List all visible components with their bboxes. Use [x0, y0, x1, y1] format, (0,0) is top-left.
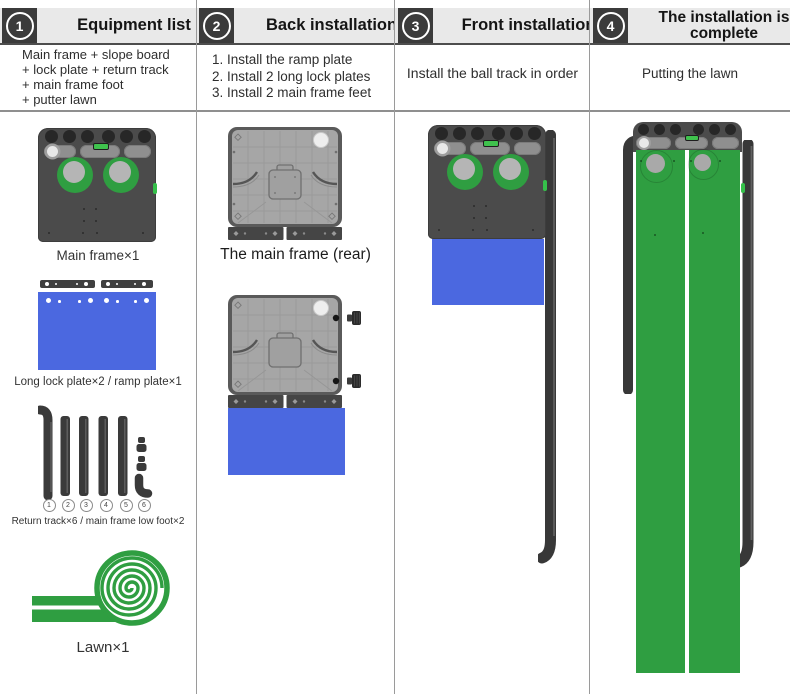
- step2-title: Back installation: [265, 16, 398, 34]
- return-track-illustration: [38, 405, 153, 501]
- ball-holder-hole: [63, 130, 76, 143]
- golf-ball: [437, 143, 448, 154]
- return-track-caption: Return track×6 / main frame low foot×2: [11, 516, 185, 527]
- column-divider-2: [394, 0, 395, 694]
- step3-title: Front installation: [461, 16, 596, 34]
- ball-track-illustration: [538, 130, 556, 564]
- header-divider-line: [0, 43, 790, 45]
- long-lock-plate-2: [101, 280, 153, 288]
- track-side-latch: [741, 183, 745, 193]
- ball-holder-hole: [138, 130, 151, 143]
- step3-number-badge: 3: [398, 8, 433, 43]
- description-divider-line: [0, 110, 790, 112]
- long-lock-plate-1: [40, 280, 95, 288]
- rear-frame-illustration: [228, 127, 342, 240]
- step2-title-bar: Back installation: [196, 8, 431, 43]
- step1-title-bar: Equipment list: [0, 8, 232, 43]
- top-tray-center: [80, 145, 120, 158]
- lawn-center-stripe: [685, 150, 689, 673]
- column-divider-3: [589, 0, 590, 694]
- step2-description: 1. Install the ramp plate 2. Install 2 l…: [212, 52, 372, 100]
- ball-holder-hole: [120, 130, 133, 143]
- right-return-track-installed: [736, 140, 754, 568]
- step4-description: Putting the lawn: [641, 66, 739, 81]
- step4-number: 4: [596, 11, 625, 40]
- ramp-plate-installed: [228, 408, 345, 475]
- lawn-roll-illustration: [32, 550, 170, 626]
- step3-title-bar: Front installation: [395, 8, 626, 43]
- step3-number: 3: [401, 11, 430, 40]
- frame-top-band: [633, 122, 742, 152]
- step1-number: 1: [5, 11, 34, 40]
- rear-frame-with-feet-illustration: [228, 295, 361, 408]
- step1-title: Equipment list: [77, 16, 191, 34]
- step4-number-badge: 4: [593, 8, 628, 43]
- step4-title: The installation is complete: [658, 8, 790, 42]
- putter-lawn-installed: [636, 149, 740, 673]
- step1-description: Main frame + slope board + lock plate + …: [22, 47, 170, 107]
- step2-number: 2: [202, 11, 231, 40]
- top-tray-right: [124, 145, 151, 158]
- ball-holder-hole: [45, 130, 58, 143]
- level-indicator: [483, 140, 499, 147]
- golf-ball: [639, 138, 649, 148]
- lock-plate-caption: Long lock plate×2 / ramp plate×1: [14, 376, 182, 388]
- frame-side-latch: [153, 183, 157, 194]
- main-frame-caption: Main frame×1: [56, 248, 140, 263]
- level-indicator: [685, 135, 699, 141]
- hole-cup-right: [109, 161, 131, 183]
- hole-cup-right: [694, 154, 711, 171]
- golf-ball: [47, 146, 58, 157]
- step2-number-badge: 2: [199, 8, 234, 43]
- rear-frame-caption: The main frame (rear): [220, 246, 371, 263]
- hole-cup-left: [646, 154, 665, 173]
- hole-cup-left: [63, 161, 85, 183]
- main-frame-illustration: [38, 128, 157, 242]
- step3-description: Install the ball track in order: [406, 65, 579, 81]
- ramp-plate-illustration: [38, 292, 156, 370]
- return-track-numbers: 1 2 3 4 5 6: [38, 499, 162, 512]
- lawn-caption: Lawn×1: [76, 639, 130, 656]
- ball-holder-hole: [102, 130, 115, 143]
- step1-number-badge: 1: [2, 8, 37, 43]
- main-frame-front-installed: [428, 125, 547, 239]
- main-frame-foot: [347, 311, 361, 388]
- ramp-plate-front-installed: [432, 239, 544, 305]
- column-divider-1: [196, 0, 197, 694]
- ball-holder-hole: [81, 130, 94, 143]
- level-indicator: [93, 143, 109, 150]
